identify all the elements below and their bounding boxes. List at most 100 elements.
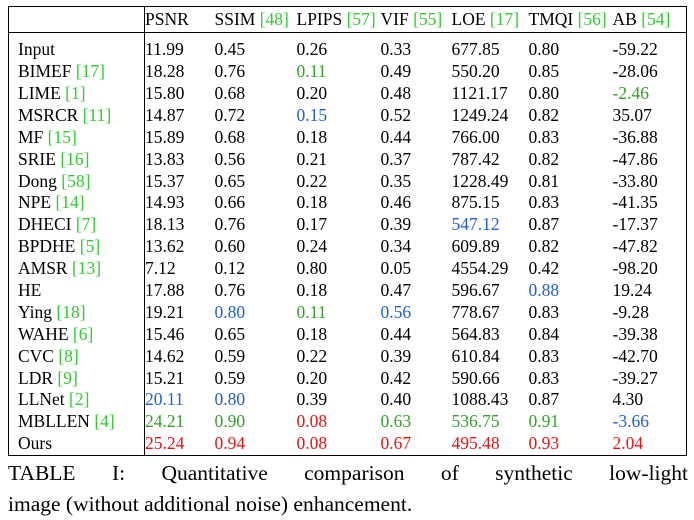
metric-value: -17.37 xyxy=(612,214,687,237)
method-cell: Dong [58] xyxy=(8,170,145,193)
method-cell: SRIE [16] xyxy=(8,148,145,171)
method-citation: [8] xyxy=(58,345,79,366)
method-cell: HE xyxy=(8,279,145,302)
method-citation: [1] xyxy=(65,82,86,103)
metric-value: 0.65 xyxy=(214,170,246,191)
header-citation: [57] xyxy=(346,8,376,29)
metric-value: 1249.24 xyxy=(451,104,509,125)
method-cell: Input xyxy=(8,32,145,61)
metric-value: 4.30 xyxy=(612,389,687,412)
metric-value: 0.33 xyxy=(380,39,412,60)
header-citation: [54] xyxy=(641,8,671,29)
metric-value: 550.20 xyxy=(451,61,500,82)
method-cell: WAHE [6] xyxy=(8,323,145,346)
metric-value: 20.11 xyxy=(145,389,184,410)
table-row: Input 11.99 0.45 0.26 0.33 677.85 0.80 -59.22 xyxy=(8,32,687,61)
metric-value: 0.21 xyxy=(296,148,328,169)
metric-value: -98.20 xyxy=(612,257,687,280)
metric-value: 0.35 xyxy=(380,170,412,191)
method-cell: NPE [14] xyxy=(8,192,145,215)
metric-value: 15.80 xyxy=(145,82,185,103)
table-caption: TABLE I: Quantitative comparison of synt… xyxy=(8,458,688,520)
header-label: VIF xyxy=(380,8,414,29)
metric-value: 11.99 xyxy=(145,39,184,60)
metric-value: 0.42 xyxy=(528,258,560,279)
metric-value: 13.83 xyxy=(145,148,185,169)
table-row: CVC [8] 14.62 0.59 0.22 0.39 610.84 0.83 -42.70 xyxy=(8,345,687,368)
header-label: LPIPS xyxy=(296,8,347,29)
metric-value: 564.83 xyxy=(451,323,500,344)
metric-value: 35.07 xyxy=(612,104,687,127)
metric-value: -3.66 xyxy=(612,411,687,434)
method-name: MF xyxy=(18,126,48,147)
metric-value: 0.76 xyxy=(214,214,246,235)
method-citation: [11] xyxy=(82,104,112,125)
method-citation: [58] xyxy=(61,170,91,191)
metric-value: 0.34 xyxy=(380,236,412,257)
method-cell: MF [15] xyxy=(8,126,145,149)
method-cell: LIME [1] xyxy=(8,82,145,105)
metric-value: 2.04 xyxy=(612,433,687,456)
metric-value: 0.83 xyxy=(528,192,560,213)
table-row: BPDHE [5] 13.62 0.60 0.24 0.34 609.89 0.82 -47.… xyxy=(8,236,687,258)
metric-value: 0.72 xyxy=(214,104,246,125)
metric-value: 0.37 xyxy=(380,148,412,169)
metric-value: 0.87 xyxy=(528,214,560,235)
metric-value: 0.18 xyxy=(296,323,328,344)
metric-value: 0.18 xyxy=(296,126,328,147)
metric-value: 0.18 xyxy=(296,279,328,300)
metric-value: 0.59 xyxy=(214,345,246,366)
metric-value: 596.67 xyxy=(451,279,500,300)
metric-value: 0.83 xyxy=(528,301,560,322)
table-row: Ying [18] 19.21 0.80 0.11 0.56 778.67 0.83 -9.2… xyxy=(8,301,687,324)
metric-value: 0.94 xyxy=(214,433,297,456)
method-citation: [4] xyxy=(94,411,115,432)
metric-value: 0.24 xyxy=(296,236,328,257)
table-row: MF [15] 15.89 0.68 0.18 0.44 766.00 0.83 -36.88 xyxy=(8,126,687,149)
metric-value: 610.84 xyxy=(451,345,500,366)
header-citation: [55] xyxy=(413,8,443,29)
table-row: LDR [9] 15.21 0.59 0.20 0.42 590.66 0.83 -39.27 xyxy=(8,367,687,390)
method-name: BIMEF xyxy=(18,61,76,82)
metric-value: 536.75 xyxy=(451,411,500,432)
table-row: MBLLEN [4] 24.21 0.90 0.08 0.63 536.75 0.91 -3.… xyxy=(8,411,687,434)
table-row: AMSR [13] 7.12 0.12 0.80 0.05 4554.29 0.42 -98.… xyxy=(8,257,687,280)
metric-value: 19.21 xyxy=(145,301,185,322)
metric-value: 14.93 xyxy=(145,192,185,213)
method-cell: Ying [18] xyxy=(8,301,145,324)
metric-value: -39.38 xyxy=(612,323,687,346)
table-row: Dong [58] 15.37 0.65 0.22 0.35 1228.49 0.81 -33… xyxy=(8,170,687,193)
table-row: Ours 25.24 0.94 0.08 0.67 495.48 0.93 2.04 xyxy=(8,433,687,456)
method-citation: [7] xyxy=(75,214,97,235)
metric-value: 18.13 xyxy=(145,214,185,235)
metric-value: 0.18 xyxy=(296,192,328,213)
metric-value: 0.39 xyxy=(380,345,412,366)
metric-value: 0.82 xyxy=(528,148,560,169)
metric-value: 0.88 xyxy=(528,279,560,300)
method-cell: AMSR [13] xyxy=(8,257,145,280)
metric-value: 0.83 xyxy=(528,367,560,388)
header-label: TMQI xyxy=(528,8,578,29)
metric-value: 13.62 xyxy=(145,236,185,257)
metric-value: 14.87 xyxy=(145,104,185,125)
metric-value: 0.08 xyxy=(296,411,328,432)
method-cell: DHECI [7] xyxy=(8,214,145,237)
table-row: NPE [14] 14.93 0.66 0.18 0.46 875.15 0.83 -41.3… xyxy=(8,192,687,215)
method-name: WAHE xyxy=(18,323,73,344)
metric-value: 4554.29 xyxy=(451,258,509,279)
method-citation: [17] xyxy=(75,61,106,82)
metric-value: 0.65 xyxy=(214,323,246,344)
metric-value: 0.83 xyxy=(528,126,560,147)
header-metric: AB [54] xyxy=(612,6,687,33)
table-row: SRIE [16] 13.83 0.56 0.21 0.37 787.42 0.82 -47.… xyxy=(8,148,687,171)
method-name: CVC xyxy=(18,345,59,366)
metric-value: 0.39 xyxy=(296,389,328,410)
metric-value: 0.82 xyxy=(528,236,560,257)
results-table-container: PSNR SSIM [48] LPIPS [57] VIF [55] LOE [17] T… xyxy=(8,6,687,456)
metric-value: -42.70 xyxy=(612,345,687,368)
metric-value: 0.68 xyxy=(214,126,246,147)
method-name: LIME xyxy=(18,82,66,103)
metric-value: 0.20 xyxy=(296,82,328,103)
metric-value: 0.49 xyxy=(380,61,412,82)
metric-value: 778.67 xyxy=(451,301,500,322)
